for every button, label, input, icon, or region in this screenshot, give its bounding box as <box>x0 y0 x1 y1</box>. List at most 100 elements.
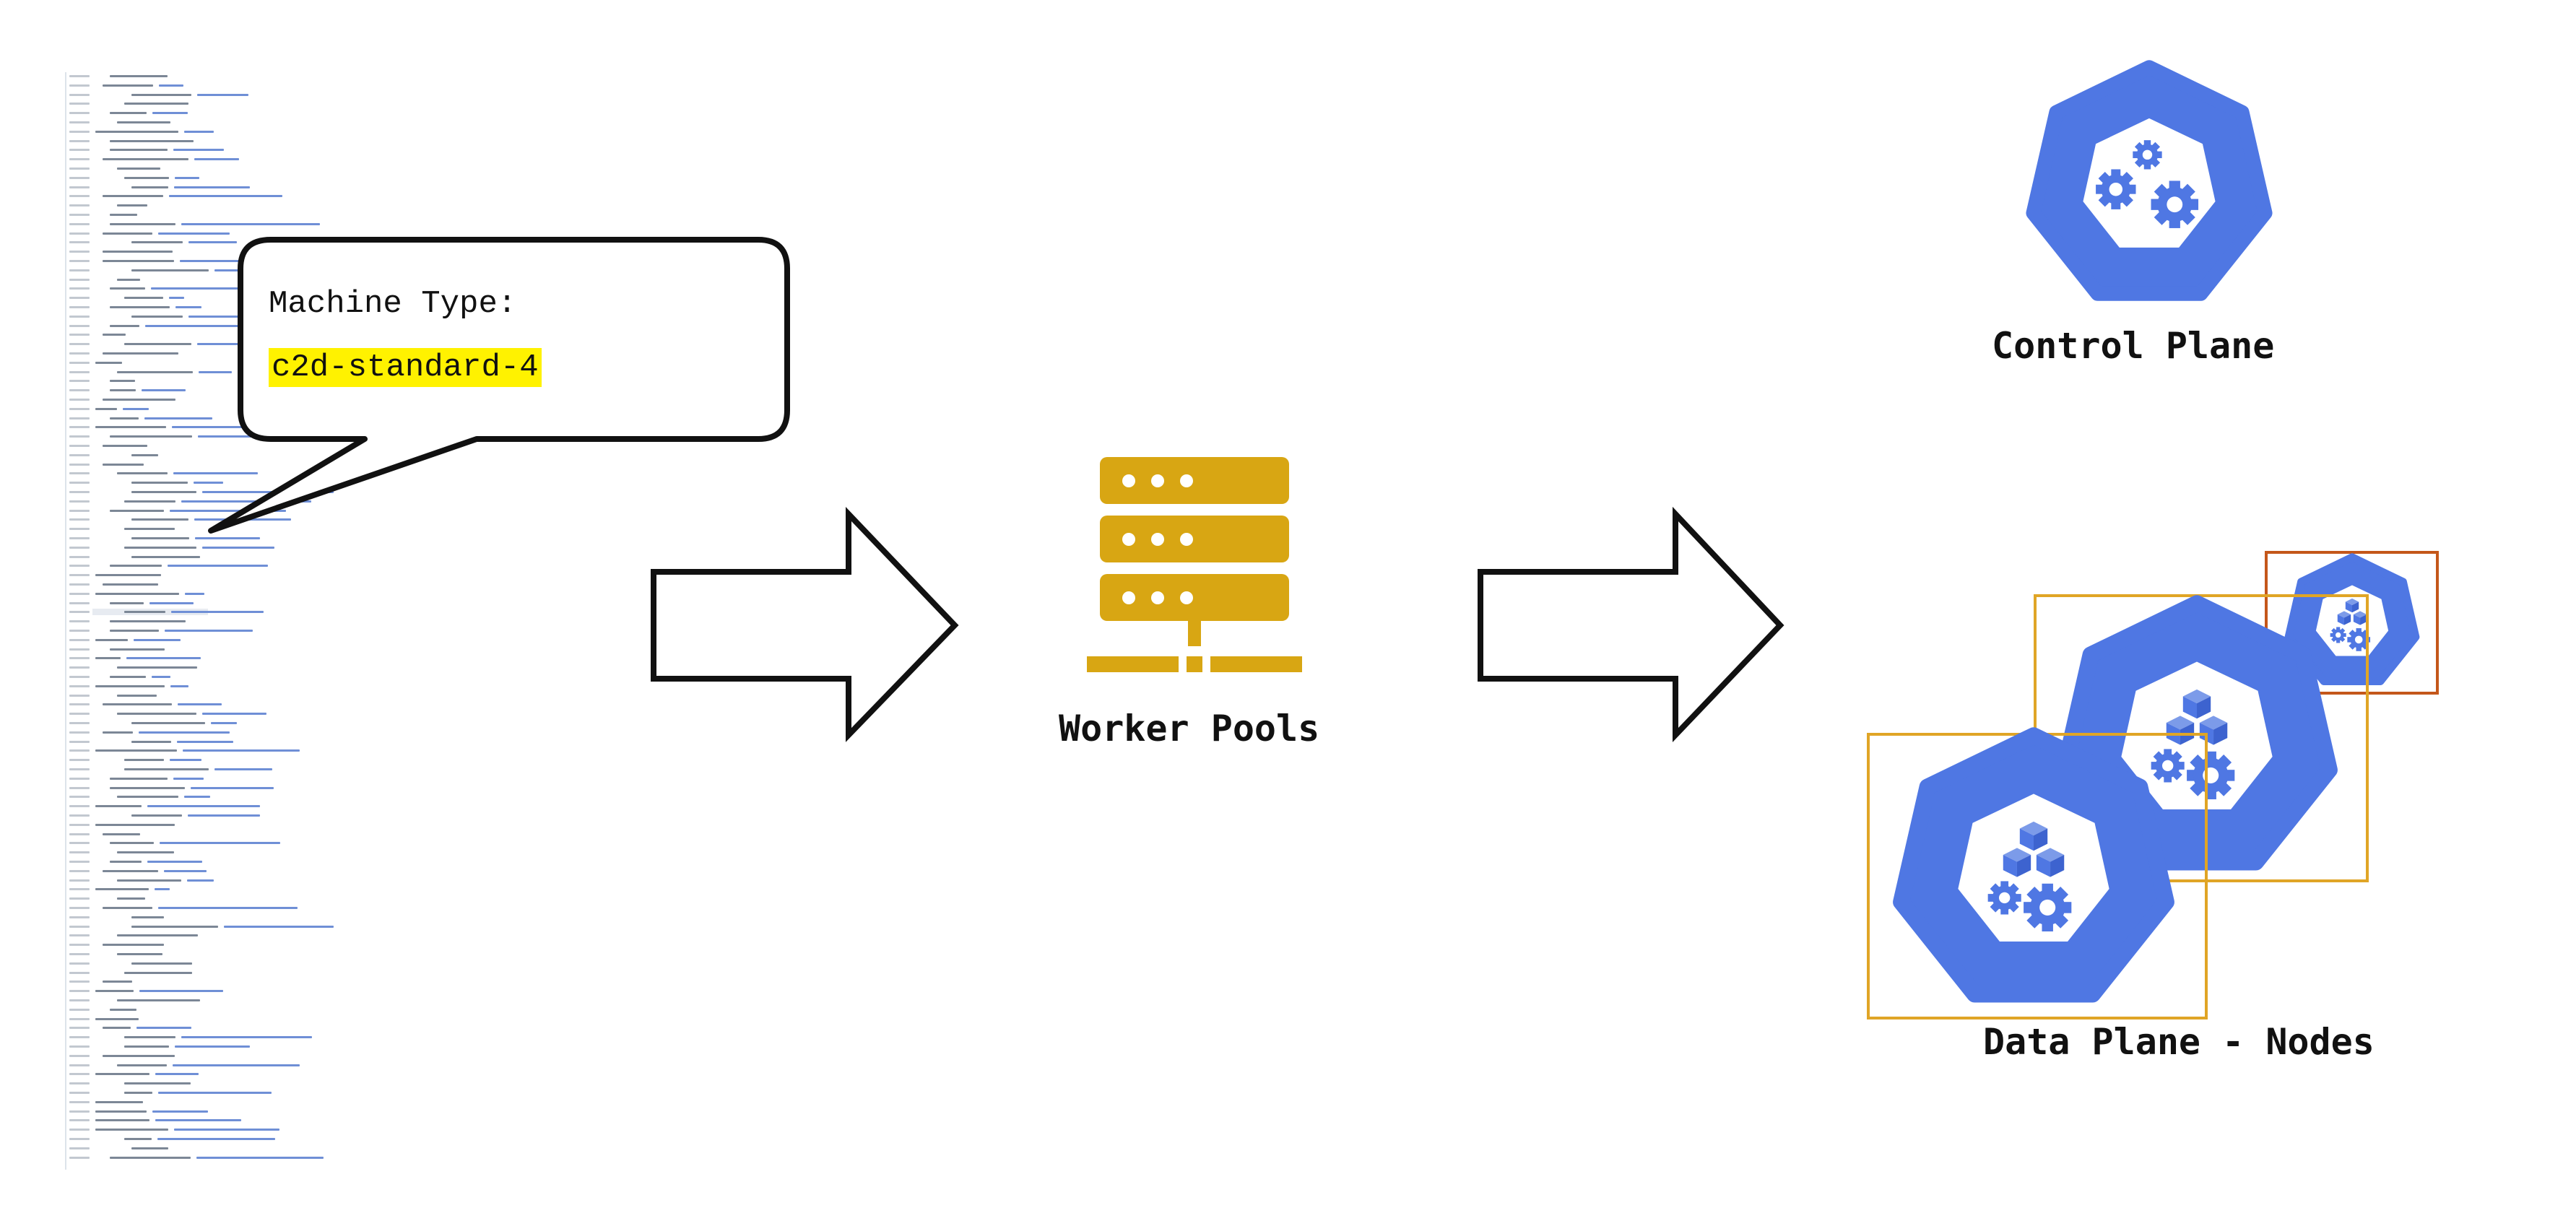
line-number <box>69 657 90 660</box>
code-value <box>155 1073 199 1076</box>
code-value <box>188 315 279 318</box>
code-key <box>117 879 182 882</box>
arrow-to-worker-pools <box>651 507 959 742</box>
code-value <box>174 176 199 179</box>
code-key <box>117 121 170 123</box>
line-number <box>69 435 90 438</box>
code-key <box>110 222 176 225</box>
code-key <box>110 139 194 142</box>
code-key <box>95 574 161 577</box>
code-key <box>124 528 175 531</box>
code-value <box>139 990 223 993</box>
line-number <box>69 251 90 253</box>
code-value <box>147 805 260 808</box>
line-number <box>69 1036 90 1039</box>
code-key <box>95 1119 149 1122</box>
code-value <box>141 389 186 392</box>
line-number <box>69 740 90 743</box>
line-number <box>69 130 90 133</box>
line-number <box>69 777 90 780</box>
code-key <box>95 361 123 364</box>
line-number <box>69 648 90 651</box>
line-number <box>69 204 90 207</box>
code-value <box>211 722 237 724</box>
code-key <box>95 592 180 595</box>
code-value <box>202 546 275 549</box>
code-value <box>144 417 213 419</box>
line-number <box>69 601 90 604</box>
code-key <box>110 435 192 438</box>
line-number <box>69 962 90 965</box>
code-key <box>103 260 174 262</box>
line-number <box>69 518 90 521</box>
line-number <box>69 445 90 447</box>
code-key <box>124 1092 153 1094</box>
line-number <box>69 491 90 493</box>
code-value <box>185 592 204 595</box>
code-key <box>131 537 189 539</box>
code-key <box>110 648 165 651</box>
code-key <box>95 684 165 687</box>
code-value <box>198 370 232 373</box>
code-key <box>131 518 189 521</box>
line-number <box>69 907 90 909</box>
line-number <box>69 999 90 1001</box>
machine-type-value: c2d-standard-4 <box>269 348 542 387</box>
line-number <box>69 195 90 198</box>
line-number <box>69 176 90 179</box>
code-value <box>173 472 258 475</box>
line-number <box>69 509 90 512</box>
code-key <box>103 731 134 734</box>
code-key <box>117 370 193 373</box>
line-number <box>69 713 90 716</box>
code-value <box>172 426 283 429</box>
code-value <box>169 195 282 198</box>
line-number <box>69 703 90 706</box>
code-key <box>117 851 174 854</box>
line-number <box>69 1156 90 1159</box>
line-number <box>69 768 90 770</box>
code-value <box>157 1138 276 1140</box>
yaml-config-listing <box>65 72 341 1170</box>
line-number <box>69 75 90 77</box>
code-value <box>174 186 251 188</box>
line-number <box>69 84 90 87</box>
code-key <box>124 759 164 762</box>
code-value <box>158 1092 272 1094</box>
line-number <box>69 676 90 678</box>
code-key <box>103 907 152 909</box>
line-number <box>69 583 90 586</box>
code-key <box>117 666 198 669</box>
code-value <box>169 759 201 762</box>
code-key <box>110 380 135 383</box>
line-number <box>69 814 90 817</box>
code-value <box>181 222 321 225</box>
line-number <box>69 500 90 503</box>
code-value <box>194 158 239 161</box>
line-number <box>69 722 90 724</box>
code-value <box>181 500 311 503</box>
code-value <box>136 1027 192 1030</box>
code-value <box>172 1064 300 1066</box>
code-key <box>124 103 189 105</box>
code-key <box>117 694 157 697</box>
code-key <box>110 620 186 623</box>
line-number <box>69 592 90 595</box>
code-key <box>117 796 178 799</box>
code-value <box>194 537 261 539</box>
line-number <box>69 269 90 271</box>
code-key <box>95 1110 147 1113</box>
code-key <box>103 832 140 835</box>
code-value <box>152 112 188 115</box>
code-value <box>197 93 249 96</box>
code-key <box>110 112 147 115</box>
code-key <box>110 75 168 77</box>
line-number <box>69 426 90 429</box>
line-number <box>69 1129 90 1131</box>
code-key <box>131 482 188 484</box>
code-key <box>95 990 134 993</box>
code-key <box>110 509 164 512</box>
line-number <box>69 463 90 466</box>
code-key <box>95 657 121 660</box>
line-number <box>69 306 90 308</box>
